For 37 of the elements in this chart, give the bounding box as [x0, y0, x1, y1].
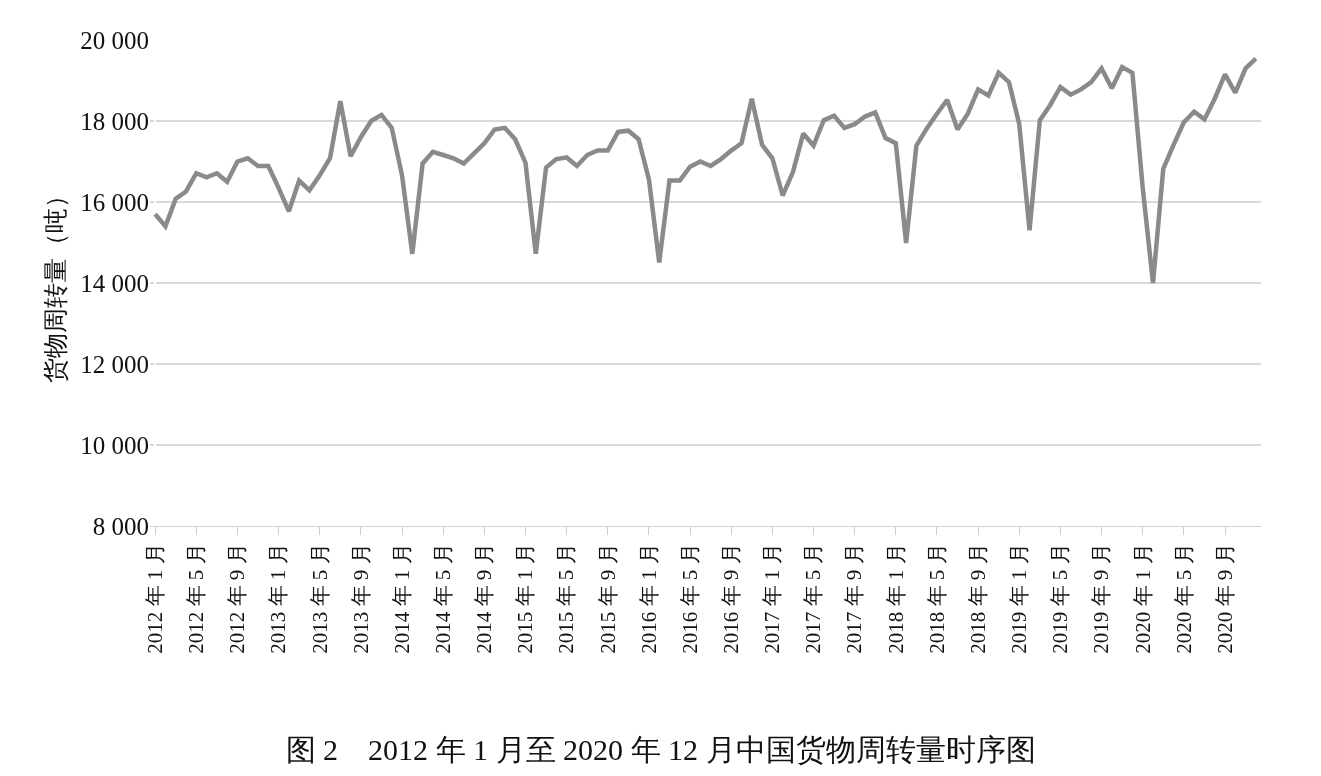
y-tick-label: 14 000	[80, 269, 149, 297]
x-tick-label: 2016 年 5 月	[677, 543, 702, 654]
x-tick-label: 2019 年 1 月	[1007, 543, 1032, 654]
x-tick-label: 2020 年 1 月	[1130, 543, 1155, 654]
x-tick-label: 2018 年 9 月	[965, 543, 990, 654]
x-tick-label: 2020 年 5 月	[1171, 543, 1196, 654]
line-series	[152, 56, 1259, 286]
x-tick-label: 2015 年 1 月	[513, 543, 538, 654]
x-tick-label: 2015 年 5 月	[554, 543, 579, 654]
x-tick-label: 2017 年 9 月	[842, 543, 867, 654]
x-tick-label: 2016 年 1 月	[636, 543, 661, 654]
y-tick-label: 8 000	[92, 512, 149, 540]
x-tick-label: 2018 年 5 月	[924, 543, 949, 654]
x-tick-label: 2017 年 1 月	[760, 543, 785, 654]
y-tick-label: 18 000	[80, 107, 149, 135]
x-tick-label: 2020 年 9 月	[1212, 543, 1237, 654]
x-tick-label: 2013 年 9 月	[348, 543, 373, 654]
y-tick-label: 10 000	[80, 431, 149, 459]
text: 图 2 2012 年 1 月至 2020 年 12 月中国货物周转量时序图	[285, 733, 1036, 767]
x-tick-label: 2017 年 5 月	[801, 543, 826, 654]
y-tick-label: 16 000	[80, 188, 149, 216]
x-tick-label: 2013 年 1 月	[266, 543, 291, 654]
y-tick-label: 12 000	[80, 350, 149, 378]
x-tick-label: 2012 年 1 月	[142, 543, 167, 654]
x-tick-label: 2012 年 9 月	[225, 543, 250, 654]
x-tick-label: 2013 年 5 月	[307, 543, 332, 654]
x-tick-label: 2018 年 1 月	[883, 543, 908, 654]
x-tick-label: 2014 年 9 月	[472, 543, 497, 654]
x-tick-label: 2012 年 5 月	[184, 543, 209, 654]
x-tick-label: 2015 年 9 月	[595, 543, 620, 654]
x-tick-label: 2019 年 9 月	[1089, 543, 1114, 654]
y-tick-label: 20 000	[80, 26, 149, 54]
x-tick-label: 2014 年 1 月	[389, 543, 414, 654]
y-axis-title: 货物周转量（吨）	[42, 183, 69, 383]
x-tick-label: 2014 年 5 月	[431, 543, 456, 654]
x-tick-label: 2016 年 9 月	[719, 543, 744, 654]
x-tick-label: 2019 年 5 月	[1048, 543, 1073, 654]
